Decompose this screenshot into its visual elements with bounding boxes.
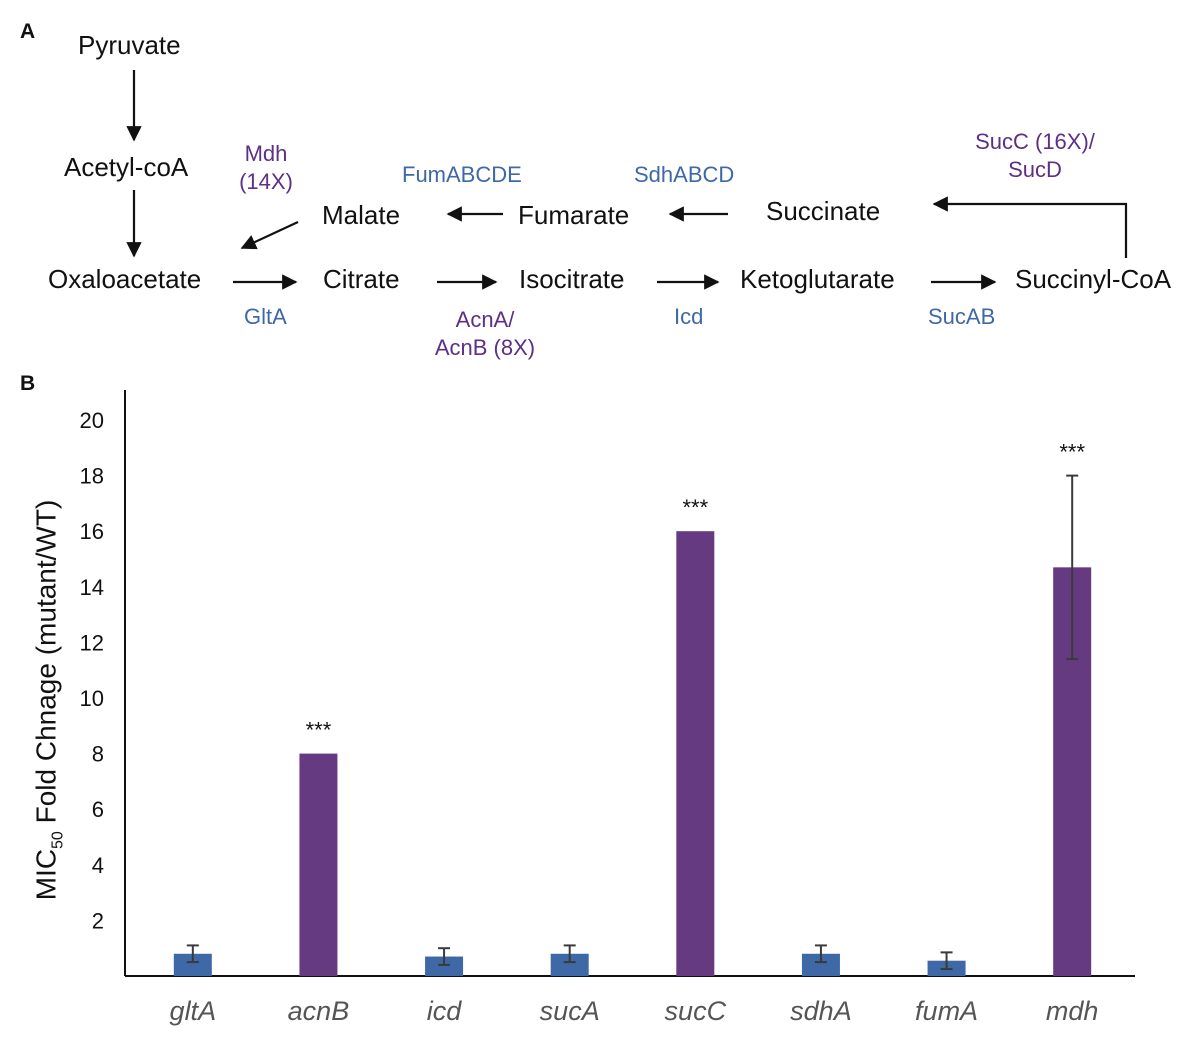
bar-chart: 2 4 6 8 10 12 14 16 18 20 gltA *** acnB icd sucA *** suc… [80, 390, 1135, 1026]
enzyme-acn: AcnA/ AcnB (8X) [420, 306, 550, 362]
bar-gltA [173, 953, 212, 976]
x-tick-label-sucA: sucA [540, 996, 600, 1026]
enzyme-sucab: SucAB [928, 304, 996, 329]
enzyme-icd: Icd [674, 304, 704, 329]
panel-a-label: A [20, 20, 36, 43]
significance-sucC: *** [682, 495, 708, 520]
x-tick-label-icd: icd [427, 996, 462, 1026]
significance-mdh: *** [1059, 440, 1085, 465]
y-tick-label: 18 [80, 464, 104, 489]
y-tick-label: 20 [80, 408, 104, 433]
x-tick-label-sdhA: sdhA [790, 996, 852, 1026]
significance-acnB: *** [306, 718, 332, 743]
x-tick-label-sucC: sucC [665, 996, 727, 1026]
metabolite-oxaloacetate: Oxaloacetate [48, 264, 202, 294]
bar-acnB [299, 753, 338, 976]
y-tick-label: 6 [92, 797, 104, 822]
x-tick-label-fumA: fumA [915, 996, 978, 1026]
enzyme-glta: GltA [244, 304, 287, 329]
x-tick-label-acnB: acnB [288, 996, 350, 1026]
enzyme-sdh: SdhABCD [634, 162, 735, 187]
metabolite-succinyl-coa: Succinyl-CoA [1015, 264, 1172, 294]
enzyme-succ: SucC (16X)/ SucD [950, 128, 1120, 184]
metabolite-malate: Malate [322, 200, 401, 230]
enzyme-mdh-line2: (14X) [239, 169, 293, 194]
metabolite-acetyl-coa: Acetyl-coA [64, 152, 189, 182]
y-tick-label: 2 [92, 908, 104, 933]
enzyme-acn-line1: AcnA/ [455, 307, 515, 332]
metabolite-succinate: Succinate [766, 196, 881, 226]
enzyme-succ-line1: SucC (16X)/ [975, 129, 1095, 154]
x-tick-label-gltA: gltA [170, 996, 217, 1026]
enzyme-succ-line2: SucD [1008, 157, 1062, 182]
y-tick-label: 14 [80, 575, 104, 600]
y-tick-label: 10 [80, 686, 104, 711]
bar-sucC [676, 531, 715, 976]
panel-b-label: B [20, 372, 36, 395]
x-tick-label-mdh: mdh [1046, 996, 1099, 1026]
metabolite-fumarate: Fumarate [518, 200, 630, 230]
pathway-arrows [126, 70, 1128, 290]
arrow-malate-oxaloacetate [240, 221, 299, 250]
enzyme-acn-line2: AcnB (8X) [434, 335, 536, 360]
bar-sucA [550, 953, 589, 976]
metabolite-ketoglutarate: Ketoglutarate [740, 264, 895, 294]
enzyme-mdh: Mdh (14X) [226, 140, 306, 196]
y-tick-label: 16 [80, 519, 104, 544]
arrow-succinylcoa-succinate [932, 196, 1128, 258]
y-tick-label: 4 [92, 853, 104, 878]
metabolite-citrate: Citrate [323, 264, 400, 294]
bar-sdhA [801, 953, 840, 976]
y-tick-label: 8 [92, 742, 104, 767]
metabolite-isocitrate: Isocitrate [519, 264, 625, 294]
metabolite-pyruvate: Pyruvate [78, 30, 181, 60]
enzyme-mdh-line1: Mdh [244, 141, 288, 166]
enzyme-fum: FumABCDE [402, 162, 522, 187]
bar-icd [425, 956, 464, 976]
y-tick-label: 12 [80, 630, 104, 655]
